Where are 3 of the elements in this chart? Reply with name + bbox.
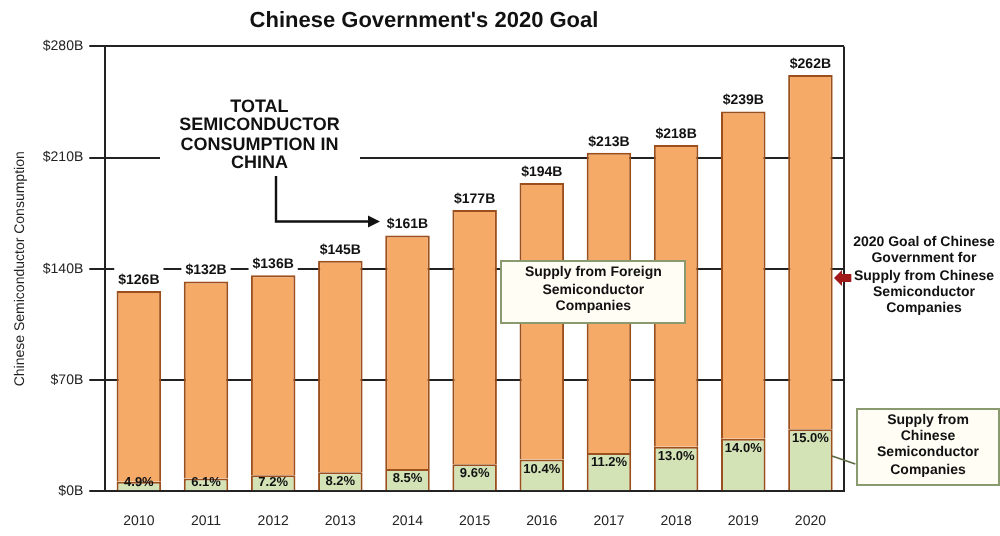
- label-box: TOTAL SEMICONDUCTOR CONSUMPTION IN CHINA: [159, 97, 360, 173]
- annotation: TOTAL SEMICONDUCTOR CONSUMPTION IN CHINA: [179, 95, 340, 173]
- chart-title: Chinese Government's 2020 Goal: [249, 9, 599, 34]
